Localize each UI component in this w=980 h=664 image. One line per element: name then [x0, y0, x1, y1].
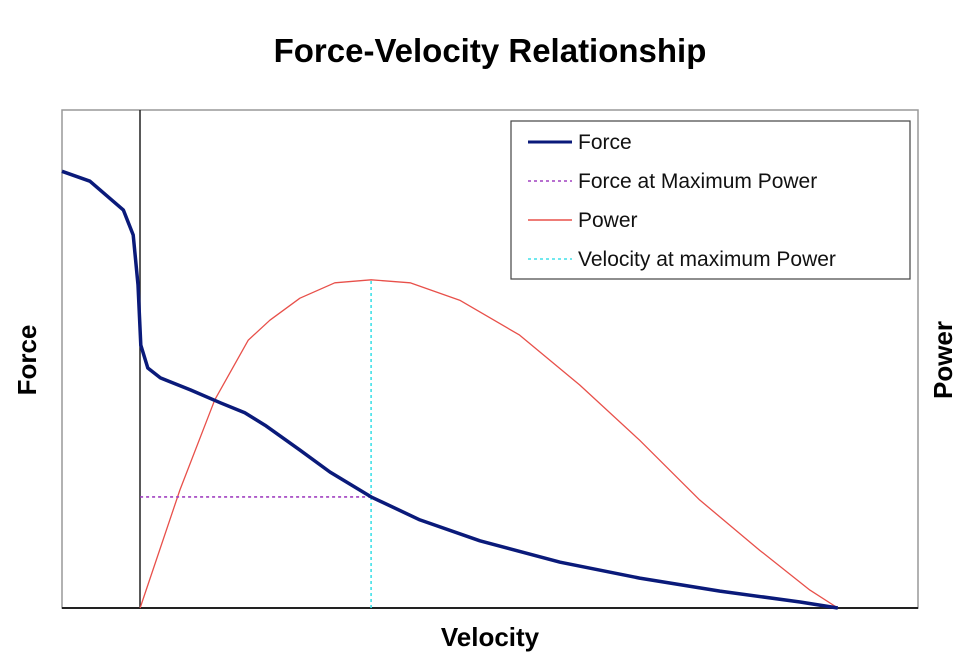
chart-title: Force-Velocity Relationship — [274, 32, 707, 69]
legend-label: Force — [578, 131, 632, 154]
series-power — [139, 279, 839, 609]
y-axis-label: Force — [12, 325, 42, 396]
legend: Force Force at Maximum Power Power Velocity… — [510, 120, 911, 280]
series-force — [61, 169, 839, 610]
legend-box — [510, 120, 911, 280]
x-axis-label: Velocity — [441, 622, 540, 652]
legend-label: Power — [578, 209, 638, 232]
legend-label: Velocity at maximum Power — [578, 248, 836, 271]
legend-label: Force at Maximum Power — [578, 170, 817, 193]
y2-axis-label: Power — [928, 321, 958, 399]
series-layer — [61, 169, 839, 610]
